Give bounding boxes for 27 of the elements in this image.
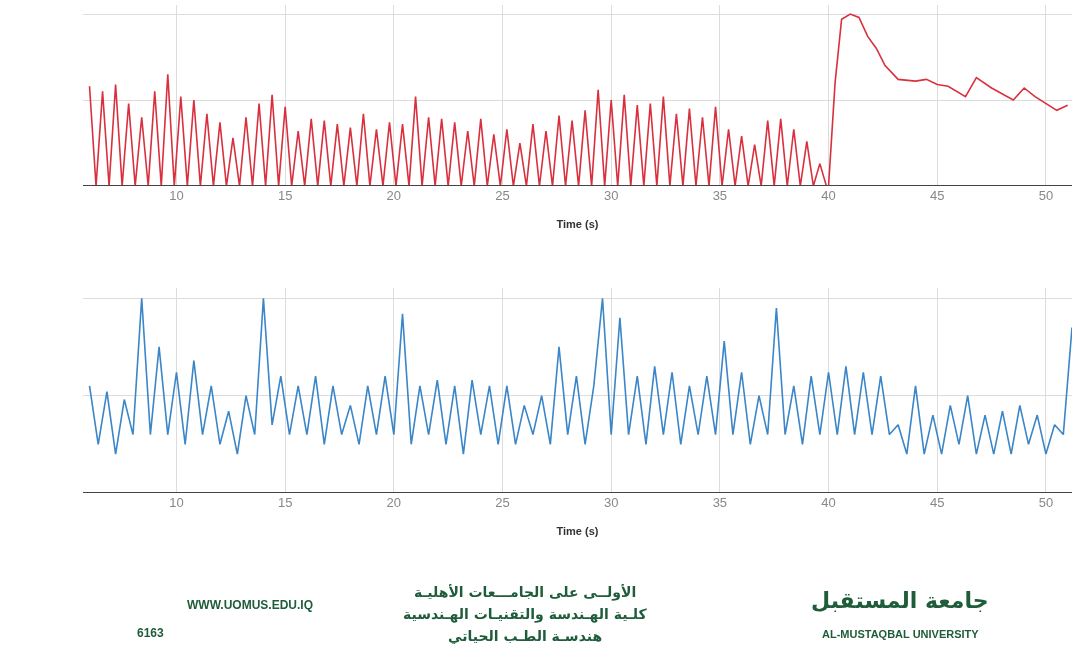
x-tick-label: 45 — [930, 188, 945, 203]
x-tick-label: 20 — [386, 188, 402, 203]
x-tick-label: 35 — [712, 188, 728, 203]
text: WWW.UOMUS.EDU.IQ — [187, 598, 313, 612]
x-tick-label: 40 — [821, 188, 836, 203]
x-tick-label: 30 — [603, 188, 619, 203]
x-tick-label: 45 — [930, 495, 945, 510]
x-tick-label: 15 — [277, 495, 293, 510]
x-tick-label: 35 — [712, 495, 728, 510]
x-tick-label: 10 — [169, 495, 184, 510]
text: الأولــى على الجامـــعات الأهليـة — [414, 584, 637, 601]
x-tick-label: 25 — [495, 188, 510, 203]
text: جامعة المستقبل — [811, 588, 989, 613]
text: كلـية الهـندسة والتقنيـات الهـندسية — [403, 606, 648, 623]
x-tick-label: 20 — [386, 495, 402, 510]
x-tick-label: 10 — [169, 188, 184, 203]
text: AL-MUSTAQBAL UNIVERSITY — [822, 628, 980, 640]
x-tick-label: 30 — [603, 495, 619, 510]
text: 6163 — [137, 626, 165, 640]
x-tick-label: 50 — [1038, 495, 1054, 510]
text: هندسـة الطـب الحياتي — [448, 628, 603, 645]
x-tick-label: 25 — [495, 495, 510, 510]
x-axis-title: Time (s) — [556, 525, 599, 538]
x-tick-label: 15 — [277, 188, 293, 203]
x-axis-title: Time (s) — [556, 218, 599, 231]
x-tick-label: 40 — [821, 495, 836, 510]
x-tick-label: 50 — [1038, 188, 1054, 203]
